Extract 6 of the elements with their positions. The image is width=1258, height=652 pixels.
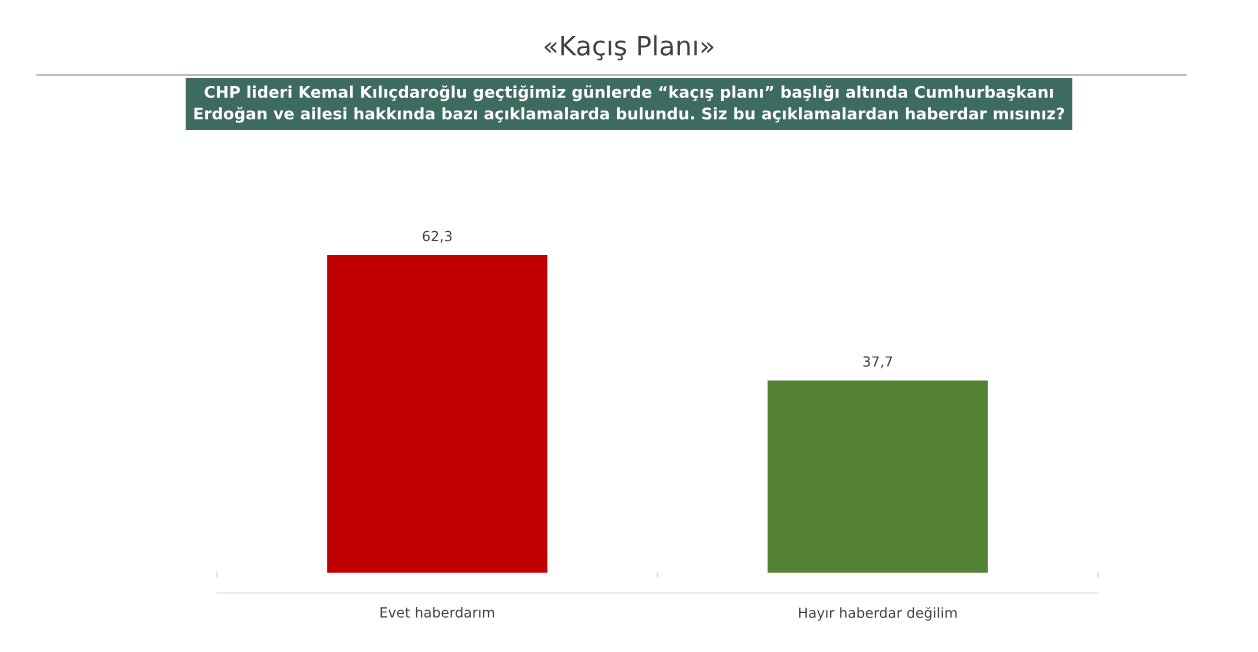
x-tick-label: Hayır haberdar değilim bbox=[799, 606, 957, 621]
x-tick-label: Evet haberdarım bbox=[380, 606, 495, 618]
chart-title: «Kaçış Planı» bbox=[544, 35, 714, 61]
data-label: 62,3 bbox=[422, 230, 452, 243]
chart-subtitle: CHP lideri Kemal Kılıçdaroğlu geçtiğimiz günlerde “kaçış planı” başlığı altında Cumhurbaşkanı Erdoğan ve ailesi hakkında bazı açıklamalarda bulundu. Siz bu açıklamalardan haberdar mısınız? bbox=[194, 85, 1065, 123]
data-label: 37,7 bbox=[863, 356, 893, 369]
